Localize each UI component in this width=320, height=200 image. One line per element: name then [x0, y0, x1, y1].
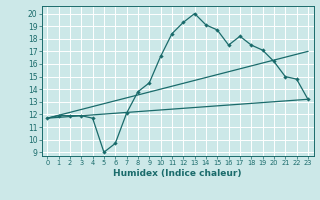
X-axis label: Humidex (Indice chaleur): Humidex (Indice chaleur) — [113, 169, 242, 178]
